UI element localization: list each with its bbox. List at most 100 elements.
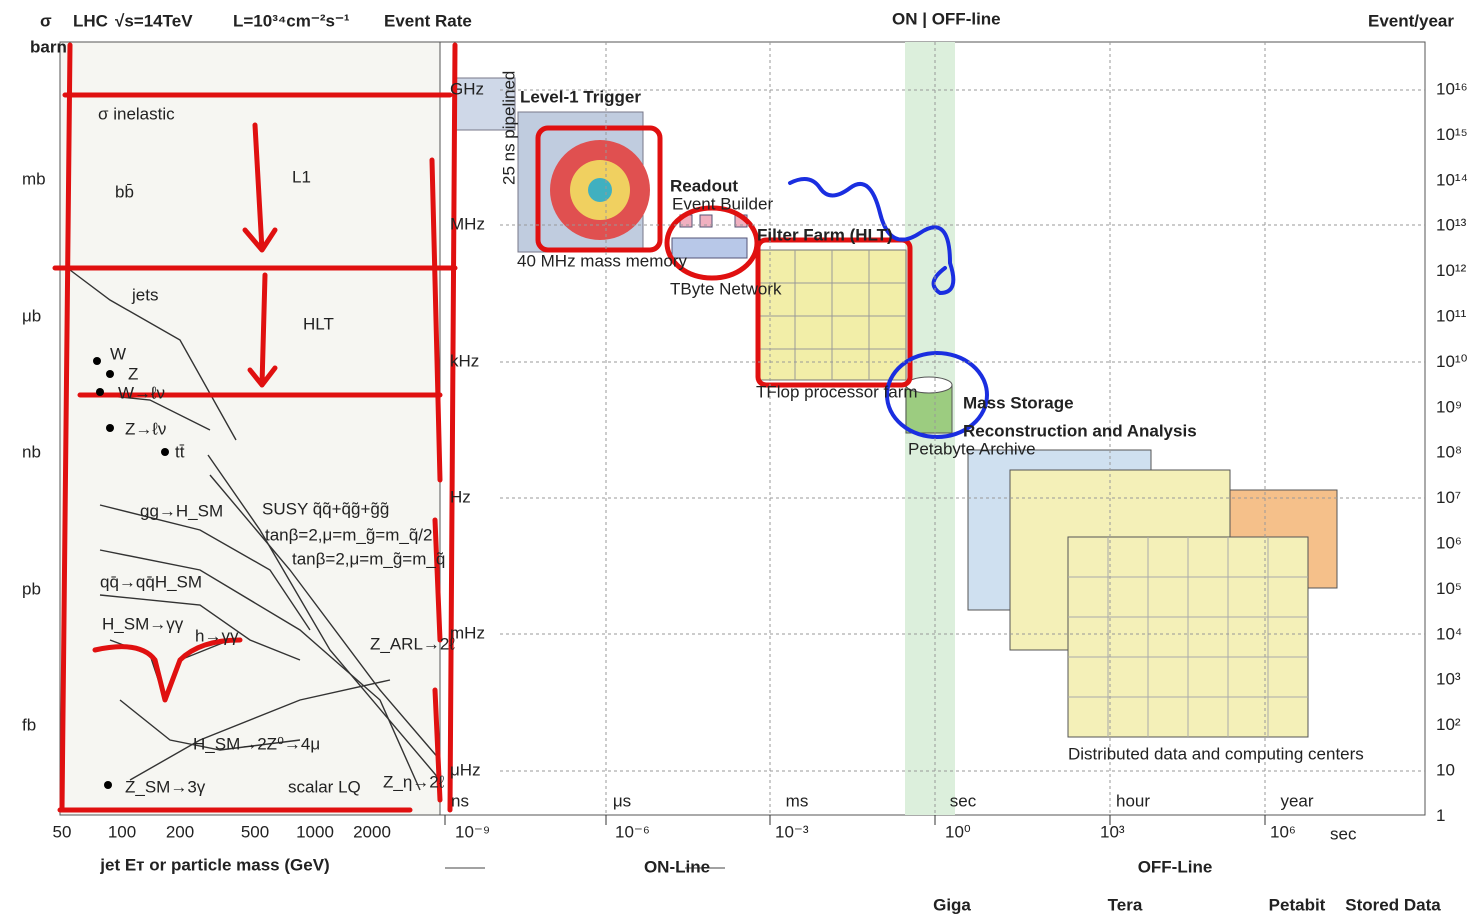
data-volume-label: Petabit	[1269, 895, 1326, 914]
y-axis-label: pb	[22, 579, 41, 598]
x-tick-label: 100	[108, 822, 136, 841]
process-dot	[106, 370, 114, 378]
event-year-label: 1	[1436, 806, 1445, 825]
process-label: tanβ=2,μ=m_g̃=m_q̃/2	[265, 525, 433, 544]
process-label: tanβ=2,μ=m_g̃=m_q̃	[292, 549, 445, 568]
event-year-label: 10³	[1436, 670, 1461, 689]
time-label: year	[1280, 791, 1313, 810]
rate-label: mHz	[450, 623, 485, 642]
rate-label: GHz	[450, 79, 484, 98]
process-label: W→ℓν	[118, 383, 165, 402]
handwriting	[52, 42, 989, 813]
time-unit: sec	[1330, 824, 1357, 843]
stage-label: 40 MHz mass memory	[517, 251, 688, 270]
stage-label: TFlop processor farm	[756, 382, 918, 401]
stage-label: TByte Network	[670, 279, 782, 298]
time-tick-label: 10⁻³	[775, 822, 809, 841]
offline-label: OFF-Line	[1138, 857, 1213, 876]
event-year-label: 10⁵	[1436, 579, 1462, 598]
process-label: scalar LQ	[288, 777, 361, 796]
rate-label: Hz	[450, 487, 471, 506]
process-label: σ inelastic	[98, 104, 175, 123]
rate-label: μHz	[450, 760, 481, 779]
y-axis-label: μb	[22, 306, 41, 325]
x-tick-label: 1000	[296, 822, 334, 841]
x-tick-label: 200	[166, 822, 194, 841]
time-label: hour	[1116, 791, 1150, 810]
process-label: W	[110, 344, 126, 363]
data-volume-label: Giga	[933, 895, 971, 914]
online-label: ON-Line	[644, 857, 710, 876]
event-year-label: 10⁸	[1436, 443, 1462, 462]
header-event-year: Event/year	[1368, 11, 1454, 30]
process-label: Z_η→2ℓ	[383, 772, 445, 791]
time-tick-label: 10³	[1100, 822, 1125, 841]
process-label: H_SM→2Z⁰→4μ	[193, 734, 320, 753]
time-label: μs	[613, 791, 631, 810]
time-label: sec	[950, 791, 977, 810]
process-dot	[161, 448, 169, 456]
x-tick-label: 2000	[353, 822, 391, 841]
time-label: ms	[786, 791, 809, 810]
event-year-label: 10¹¹	[1436, 306, 1467, 325]
process-label: jets	[131, 285, 158, 304]
process-dot	[96, 388, 104, 396]
stage-label: 25 ns pipelined	[499, 71, 518, 185]
handwritten-l1: L1	[292, 167, 311, 186]
stage-label: Event Builder	[672, 194, 773, 213]
event-year-label: 10⁹	[1436, 397, 1462, 416]
event-year-label: 10¹³	[1436, 216, 1467, 235]
y-axis-label: nb	[22, 442, 41, 461]
stage-label: Readout	[670, 176, 738, 195]
process-dot	[106, 424, 114, 432]
process-label: Z_ARL→2ℓ	[370, 634, 455, 653]
rate-label: kHz	[450, 351, 479, 370]
header-energy: √s=14TeV	[115, 11, 193, 30]
process-label: Z	[128, 364, 138, 383]
event-year-label: 10	[1436, 760, 1455, 779]
process-label: SUSY q̃q̃+q̃g̃+g̃g̃	[262, 499, 389, 518]
process-label: qq̄→qq̄H_SM	[100, 572, 202, 591]
process-label: Z→ℓν	[125, 419, 166, 438]
stage-label: Mass Storage	[963, 393, 1074, 412]
time-tick-label: 10⁰	[945, 822, 971, 841]
time-label: ns	[451, 791, 469, 810]
y-axis-label: mb	[22, 169, 46, 188]
time-tick-label: 10⁻⁹	[455, 822, 490, 841]
filter-farm	[757, 249, 907, 381]
header-sigma: σ	[40, 11, 52, 30]
process-dot	[93, 357, 101, 365]
process-label: Z_SM→3γ	[125, 777, 206, 796]
x-tick-label: 50	[53, 822, 72, 841]
header-event-rate: Event Rate	[384, 11, 472, 30]
x-axis-title: jet Eᴛ or particle mass (GeV)	[99, 855, 329, 874]
event-year-label: 10⁶	[1436, 533, 1462, 552]
rate-label: MHz	[450, 214, 485, 233]
stage-label: Level-1 Trigger	[520, 87, 641, 106]
process-label: h→γγ	[195, 626, 239, 645]
header-on-off: ON | OFF-line	[892, 9, 1001, 28]
stage-label: Reconstruction and Analysis	[963, 421, 1197, 440]
stage-label: Distributed data and computing centers	[1068, 744, 1364, 763]
header-luminosity: L=10³⁴cm⁻²s⁻¹	[233, 11, 350, 30]
data-volume-label: Tera	[1108, 895, 1143, 914]
process-label: H_SM→γγ	[102, 614, 184, 633]
event-year-label: 10¹⁵	[1436, 125, 1468, 144]
event-year-label: 10¹⁶	[1436, 79, 1468, 98]
event-year-label: 10¹²	[1436, 261, 1467, 280]
header-lhc: LHC	[73, 11, 108, 30]
time-tick-label: 10⁻⁶	[615, 822, 650, 841]
analysis-panels	[967, 449, 1338, 738]
stage-label: Petabyte Archive	[908, 439, 1036, 458]
event-year-label: 10¹⁰	[1436, 352, 1468, 371]
data-volume-label: Stored Data	[1345, 895, 1441, 914]
curves	[69, 269, 441, 791]
y-axis-label: fb	[22, 715, 36, 734]
time-tick-label: 10⁶	[1270, 822, 1296, 841]
x-tick-label: 500	[241, 822, 269, 841]
header-barn: barn	[30, 37, 67, 56]
cross-section-panel	[59, 41, 441, 816]
stage-label: Filter Farm (HLT)	[757, 225, 893, 244]
process-dot	[104, 781, 112, 789]
